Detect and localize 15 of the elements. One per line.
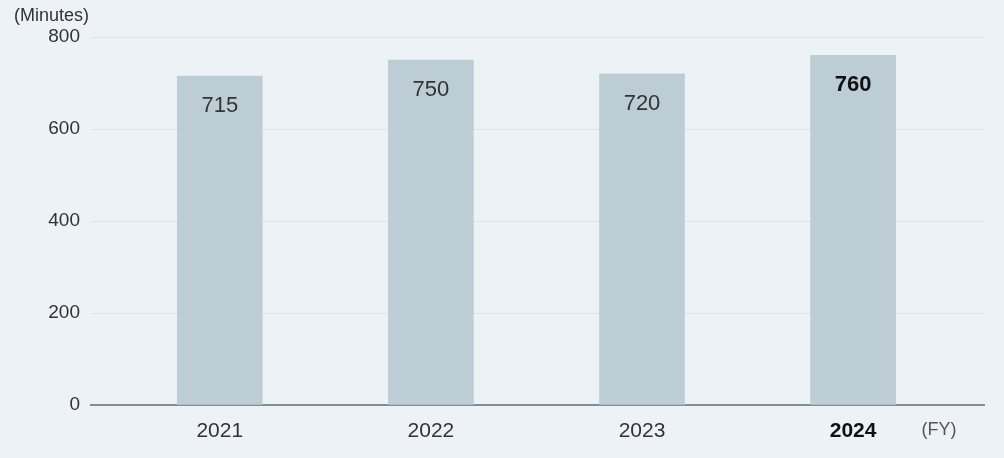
- data-label: 750: [412, 76, 450, 102]
- y-tick-label: 400: [48, 209, 80, 231]
- data-label: 760: [834, 71, 872, 97]
- x-tick-label: 2021: [196, 418, 244, 442]
- y-tick-label: 600: [48, 117, 80, 139]
- y-axis-title: (Minutes): [14, 4, 90, 25]
- x-tick-label: 2023: [618, 418, 666, 442]
- y-tick-label: 800: [48, 25, 80, 47]
- y-tick-label: 0: [69, 393, 80, 415]
- data-label: 720: [623, 89, 661, 115]
- x-tick-label: 2022: [407, 418, 455, 442]
- y-tick-label: 200: [48, 301, 80, 323]
- x-axis-title: (FY): [921, 418, 957, 439]
- data-label: 715: [201, 92, 239, 118]
- x-tick-label: 2024: [829, 418, 877, 442]
